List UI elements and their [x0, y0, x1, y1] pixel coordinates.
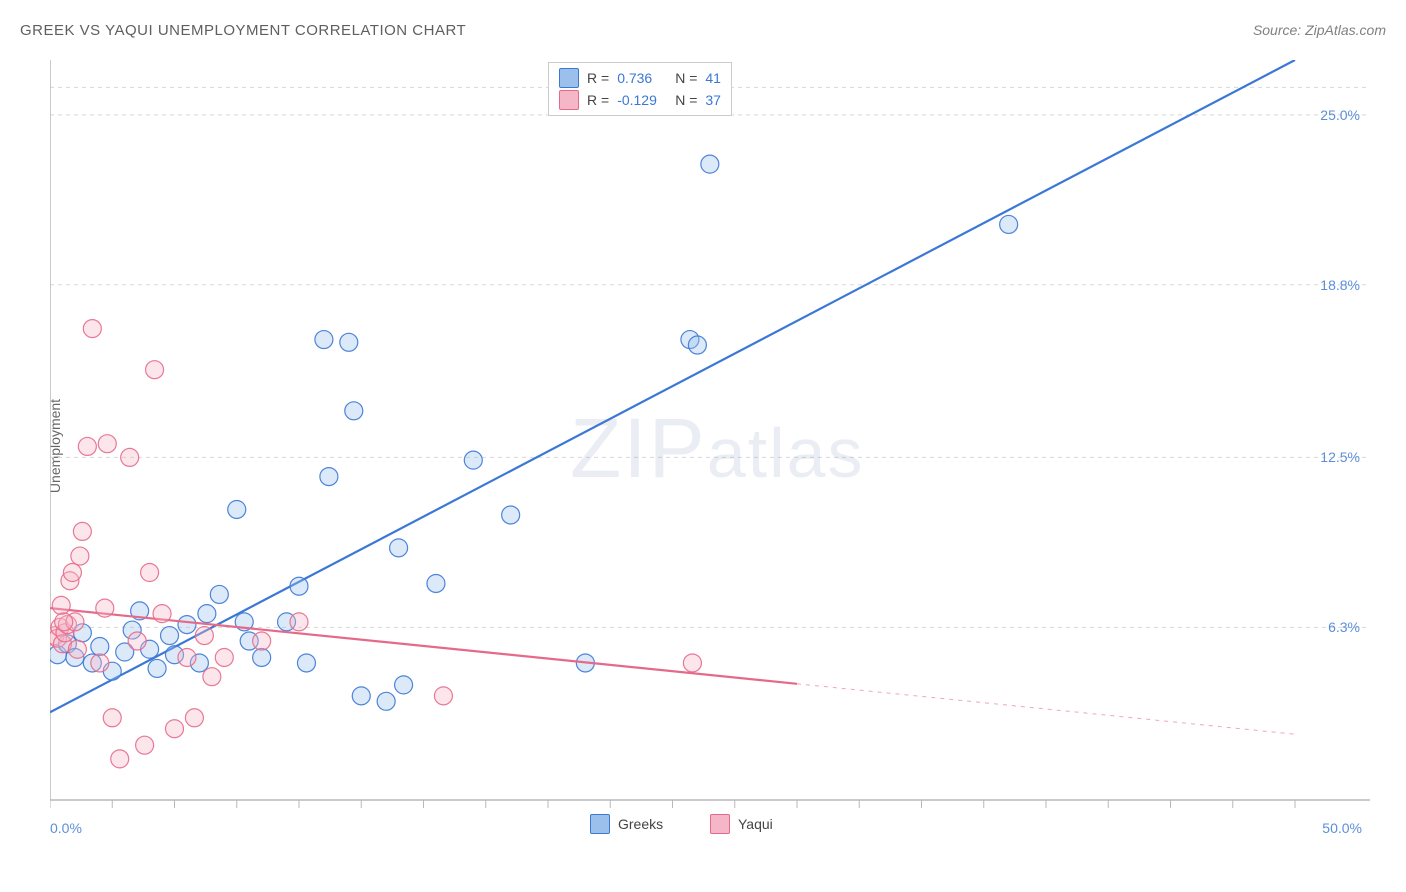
ytick-label: 18.8% — [1320, 277, 1360, 293]
ytick-label: 12.5% — [1320, 449, 1360, 465]
legend-row-greeks: R = 0.736 N = 41 — [559, 67, 721, 89]
legend-r-label: R = — [587, 89, 609, 111]
source-name: ZipAtlas.com — [1305, 22, 1386, 38]
series-swatch-yaqui — [710, 814, 730, 834]
ytick-label: 25.0% — [1320, 107, 1360, 123]
correlation-legend: R = 0.736 N = 41 R = -0.129 N = 37 — [548, 62, 732, 116]
legend-r-label: R = — [587, 67, 609, 89]
legend-n-value-yaqui: 37 — [705, 89, 721, 111]
legend-r-value-yaqui: -0.129 — [617, 89, 667, 111]
xtick-label: 50.0% — [1322, 820, 1362, 836]
source-prefix: Source: — [1253, 22, 1305, 38]
series-label-yaqui: Yaqui — [738, 816, 773, 832]
plot-area: ZIPatlas R = 0.736 N = 41 R = -0.129 N =… — [50, 60, 1370, 840]
source-attribution: Source: ZipAtlas.com — [1253, 22, 1386, 38]
legend-swatch-yaqui — [559, 90, 579, 110]
legend-row-yaqui: R = -0.129 N = 37 — [559, 89, 721, 111]
series-legend-greeks: Greeks — [590, 814, 663, 834]
xtick-label: 0.0% — [50, 820, 82, 836]
series-legend-yaqui: Yaqui — [710, 814, 773, 834]
legend-swatch-greeks — [559, 68, 579, 88]
chart-title: GREEK VS YAQUI UNEMPLOYMENT CORRELATION … — [20, 22, 466, 39]
legend-r-value-greeks: 0.736 — [617, 67, 667, 89]
scatter-chart-svg — [50, 60, 1370, 840]
legend-n-label: N = — [675, 89, 697, 111]
legend-n-label: N = — [675, 67, 697, 89]
legend-n-value-greeks: 41 — [705, 67, 721, 89]
series-label-greeks: Greeks — [618, 816, 663, 832]
ytick-label: 6.3% — [1328, 619, 1360, 635]
series-swatch-greeks — [590, 814, 610, 834]
